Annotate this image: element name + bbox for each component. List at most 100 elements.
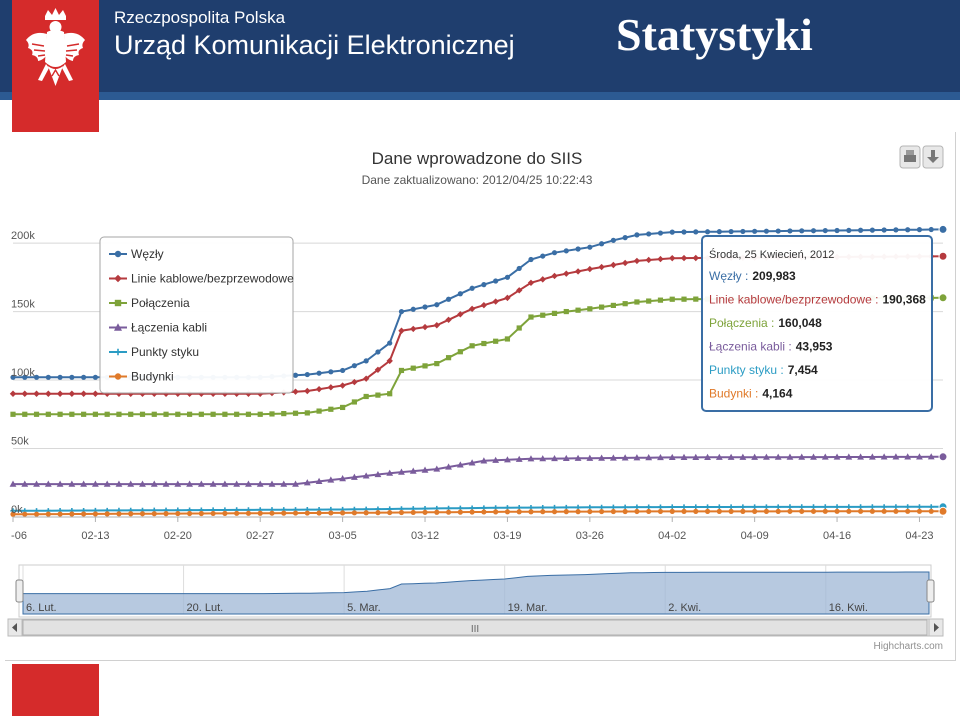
series-point[interactable] xyxy=(409,467,417,474)
series-point[interactable] xyxy=(586,265,594,273)
scrollbar-thumb[interactable] xyxy=(22,619,928,636)
series-point[interactable] xyxy=(327,384,335,391)
series-point[interactable] xyxy=(646,504,652,510)
series-point[interactable] xyxy=(692,254,699,262)
series-point[interactable] xyxy=(563,270,570,277)
series-point[interactable] xyxy=(645,454,653,461)
series-point[interactable] xyxy=(410,306,416,312)
series-point[interactable] xyxy=(139,480,146,487)
series-point[interactable] xyxy=(893,227,899,233)
navigator-handle-right[interactable] xyxy=(926,579,935,603)
series-point[interactable] xyxy=(327,476,335,483)
series-point[interactable] xyxy=(21,480,29,487)
series-point[interactable] xyxy=(304,371,310,378)
series-point[interactable] xyxy=(504,509,511,515)
series-point[interactable] xyxy=(445,463,452,470)
series-point[interactable] xyxy=(292,372,299,378)
series-point[interactable] xyxy=(128,411,134,417)
series-point[interactable] xyxy=(80,390,87,397)
series-point[interactable] xyxy=(56,480,64,487)
series-point[interactable] xyxy=(375,392,381,398)
series-point[interactable] xyxy=(575,509,581,515)
series-point[interactable] xyxy=(363,358,369,364)
series-point[interactable] xyxy=(234,510,240,516)
series-point[interactable] xyxy=(163,511,169,517)
series-point[interactable] xyxy=(610,261,617,269)
series-point[interactable] xyxy=(92,411,99,417)
series-point[interactable] xyxy=(222,510,228,516)
series-point[interactable] xyxy=(81,374,87,380)
series-point[interactable] xyxy=(516,325,522,331)
series-point[interactable] xyxy=(33,390,40,397)
series-point[interactable] xyxy=(787,508,793,514)
series-point[interactable] xyxy=(10,511,16,517)
series-point[interactable] xyxy=(398,308,405,315)
series-point[interactable] xyxy=(481,282,487,288)
series-point[interactable] xyxy=(904,453,912,460)
series-point[interactable] xyxy=(716,508,722,514)
credits-link[interactable]: Highcharts.com xyxy=(874,641,943,652)
series-point[interactable] xyxy=(845,453,853,460)
series-point[interactable] xyxy=(857,504,864,510)
series-point[interactable] xyxy=(468,305,476,313)
series-point[interactable] xyxy=(633,454,641,461)
series-point[interactable] xyxy=(116,411,122,417)
series-point[interactable] xyxy=(669,508,675,514)
series-point[interactable] xyxy=(22,511,28,517)
series-point[interactable] xyxy=(175,510,181,517)
series-point[interactable] xyxy=(303,479,311,486)
series-point[interactable] xyxy=(434,509,440,515)
series-point[interactable] xyxy=(81,511,87,517)
series-point[interactable] xyxy=(551,509,558,515)
series-point[interactable] xyxy=(657,508,664,515)
series-point[interactable] xyxy=(787,228,793,234)
series-point[interactable] xyxy=(421,466,429,473)
series-point[interactable] xyxy=(574,268,582,275)
series-point[interactable] xyxy=(351,363,357,369)
series-point[interactable] xyxy=(375,349,381,355)
series-point[interactable] xyxy=(69,511,75,517)
series-point[interactable] xyxy=(905,504,911,510)
series-point[interactable] xyxy=(10,411,16,417)
series-point[interactable] xyxy=(916,227,923,233)
series-point[interactable] xyxy=(433,322,440,329)
series-point[interactable] xyxy=(728,504,734,510)
series-point[interactable] xyxy=(834,508,840,514)
series-point[interactable] xyxy=(150,480,158,487)
series-point[interactable] xyxy=(9,480,17,487)
series-point[interactable] xyxy=(857,508,864,514)
series-point[interactable] xyxy=(775,228,781,234)
series-point[interactable] xyxy=(45,411,51,417)
series-point[interactable] xyxy=(151,411,157,417)
series-point[interactable] xyxy=(551,310,558,316)
series-point[interactable] xyxy=(810,504,817,510)
series-point[interactable] xyxy=(704,504,711,510)
series-point[interactable] xyxy=(752,508,758,514)
series-point[interactable] xyxy=(281,510,287,516)
series-point[interactable] xyxy=(657,255,664,263)
series-point[interactable] xyxy=(774,453,782,460)
series-point[interactable] xyxy=(527,279,535,287)
series-point[interactable] xyxy=(905,508,911,514)
series-point[interactable] xyxy=(751,453,759,460)
series-point[interactable] xyxy=(681,296,687,302)
series-point[interactable] xyxy=(422,509,428,515)
series-point[interactable] xyxy=(492,456,500,463)
series-point[interactable] xyxy=(928,504,934,510)
series-point[interactable] xyxy=(328,406,334,412)
series-point[interactable] xyxy=(493,509,499,515)
series-point[interactable] xyxy=(456,461,464,468)
series-point[interactable] xyxy=(657,504,664,510)
series-point[interactable] xyxy=(233,480,241,487)
series-point[interactable] xyxy=(387,509,393,516)
series-point[interactable] xyxy=(634,232,640,238)
series-point[interactable] xyxy=(45,390,52,397)
series-point[interactable] xyxy=(609,454,617,461)
series-point[interactable] xyxy=(775,508,781,514)
navigator[interactable]: 6. Lut. 20. Lut. 5. Mar. 19. Mar. 2. Kwi. 16.… xyxy=(15,564,935,618)
series-point[interactable] xyxy=(693,229,699,235)
series-point[interactable] xyxy=(669,296,675,302)
series-point[interactable] xyxy=(869,227,875,233)
series-point[interactable] xyxy=(657,297,664,303)
series-point[interactable] xyxy=(151,511,157,517)
